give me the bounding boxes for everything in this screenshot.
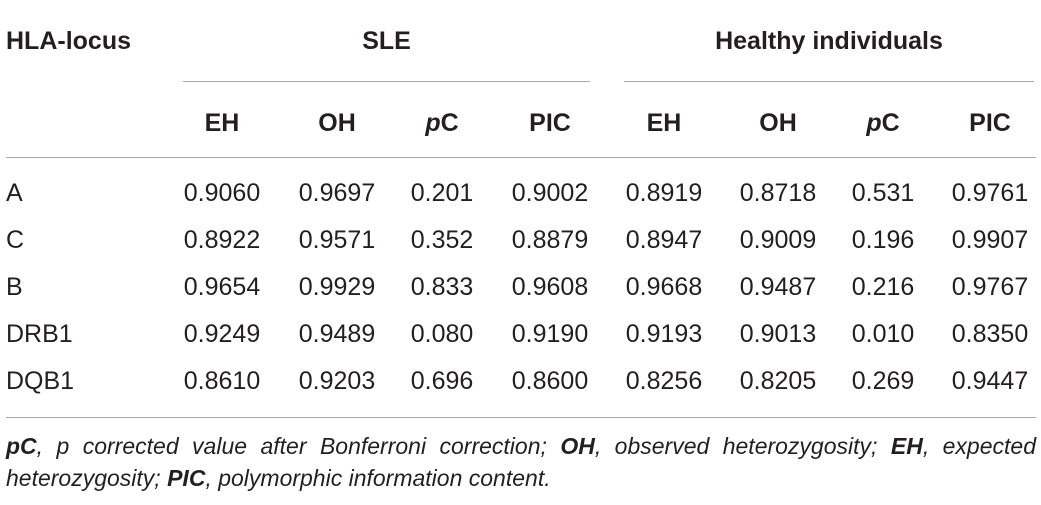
table-cell: 0.9487: [739, 273, 817, 301]
table-cell: 0.9929: [298, 273, 376, 301]
row-locus: B: [6, 273, 23, 301]
row-locus: DRB1: [6, 320, 73, 348]
sle-group-underline: [183, 81, 590, 82]
table-cell: 0.9190: [511, 320, 589, 348]
col-header-italic-prefix: p: [866, 109, 882, 137]
table-cell: 0.8718: [739, 179, 817, 207]
table-cell: 0.8350: [951, 320, 1029, 348]
col-header-label: PIC: [969, 109, 1011, 137]
col-header-italic-prefix: p: [425, 109, 441, 137]
table-cell: 0.8610: [183, 367, 261, 395]
footnote-def-pc: , p corrected value after Bonferroni cor…: [36, 433, 561, 459]
table-bottom-rule: [6, 417, 1036, 418]
table-cell: 0.531: [851, 179, 915, 207]
col-header-label: OH: [759, 109, 797, 137]
col-header-sle-oh: OH: [282, 108, 392, 138]
footnote-term-oh: OH: [560, 433, 595, 459]
table-cell: 0.216: [851, 273, 915, 301]
header-hla-locus: HLA-locus: [6, 27, 131, 55]
table-cell: 0.9697: [298, 179, 376, 207]
table-cell: 0.9447: [951, 367, 1029, 395]
table-cell: 0.8947: [625, 226, 703, 254]
table-cell: 0.9668: [625, 273, 703, 301]
footnote-def-pic: , polymorphic information content.: [205, 465, 551, 491]
table-cell: 0.010: [851, 320, 915, 348]
table-cell: 0.9193: [625, 320, 703, 348]
table-cell: 0.9249: [183, 320, 261, 348]
col-header-healthy-pic: PIC: [935, 108, 1041, 138]
footnote-term-pc: pC: [6, 433, 37, 459]
row-locus: DQB1: [6, 367, 75, 395]
table-cell: 0.9203: [298, 367, 376, 395]
table-cell: 0.196: [851, 226, 915, 254]
header-group-sle: SLE: [362, 27, 411, 55]
col-header-healthy-oh: OH: [723, 108, 833, 138]
col-header-label: EH: [204, 109, 240, 137]
table-cell: 0.9761: [951, 179, 1029, 207]
table-cell: 0.8922: [183, 226, 261, 254]
row-locus: C: [6, 226, 25, 254]
col-header-sle-pic: PIC: [495, 108, 605, 138]
header-bottom-rule: [6, 157, 1036, 158]
footnote-def-oh: , observed heterozygosity;: [594, 433, 891, 459]
col-header-sle-eh: EH: [167, 108, 277, 138]
table-cell: 0.201: [410, 179, 474, 207]
table-cell: 0.9571: [298, 226, 376, 254]
col-header-label: C: [881, 109, 900, 137]
table-cell: 0.9009: [739, 226, 817, 254]
footnote-term-eh: EH: [890, 433, 923, 459]
table-cell: 0.9767: [951, 273, 1029, 301]
table-cell: 0.9489: [298, 320, 376, 348]
table-cell: 0.9013: [739, 320, 817, 348]
footnote-def-eh: , expected heterozygosity;: [6, 433, 1036, 491]
table-cell: 0.080: [410, 320, 474, 348]
table-cell: 0.269: [851, 367, 915, 395]
table-footnote: pC, p corrected value after Bonferroni c…: [6, 430, 1036, 494]
col-header-healthy-c: pC: [828, 108, 938, 138]
footnote-term-pic: PIC: [167, 465, 206, 491]
row-locus: A: [6, 179, 23, 207]
col-header-label: EH: [646, 109, 682, 137]
table-cell: 0.696: [410, 367, 474, 395]
table-cell: 0.9907: [951, 226, 1029, 254]
table-cell: 0.9654: [183, 273, 261, 301]
col-header-healthy-eh: EH: [609, 108, 719, 138]
col-header-sle-c: pC: [387, 108, 497, 138]
col-header-label: OH: [318, 109, 356, 137]
table-cell: 0.833: [410, 273, 474, 301]
table-cell: 0.352: [410, 226, 474, 254]
table-cell: 0.9060: [183, 179, 261, 207]
table-cell: 0.8919: [625, 179, 703, 207]
col-header-label: PIC: [529, 109, 571, 137]
healthy-group-underline: [624, 81, 1034, 82]
table-cell: 0.8879: [511, 226, 589, 254]
header-group-healthy: Healthy individuals: [715, 27, 943, 55]
table-cell: 0.8256: [625, 367, 703, 395]
table-cell: 0.9608: [511, 273, 589, 301]
col-header-label: C: [440, 109, 459, 137]
table-cell: 0.8205: [739, 367, 817, 395]
table-cell: 0.9002: [511, 179, 589, 207]
table-cell: 0.8600: [511, 367, 589, 395]
